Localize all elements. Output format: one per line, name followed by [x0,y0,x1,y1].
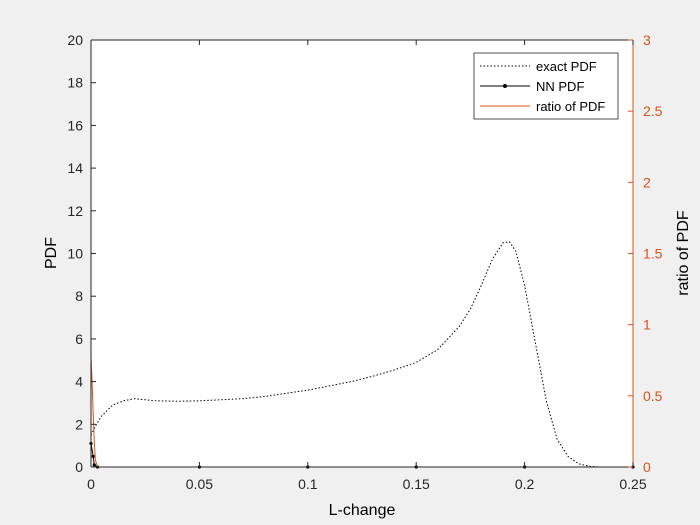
series-line-exact-pdf [90,241,633,468]
y-tick-label-right: 3 [643,32,651,48]
y-axis-label-left: PDF [43,237,60,269]
legend-label-exact: exact PDF [536,59,597,74]
y-tick-label-left: 10 [67,246,83,262]
x-tick-label: 0.2 [515,476,535,492]
series-point-nn-pdf [91,454,95,458]
y-tick-label-left: 20 [67,32,83,48]
x-axis-label: L-change [329,502,396,519]
y-tick-label-right: 2.5 [643,103,663,119]
x-tick-label: 0.05 [186,476,213,492]
series-point-nn-pdf [92,463,96,467]
y-tick-label-left: 16 [67,117,83,133]
x-ticks: 0 0.05 0.1 0.15 0.2 0.25 [87,40,647,492]
y-axis-label-right: ratio of PDF [675,210,692,296]
y-tick-label-right: 0 [643,459,651,475]
y-tick-label-left: 6 [75,331,83,347]
legend-marker-nn [503,84,507,88]
y-tick-label-left: 4 [75,374,83,390]
y-tick-label-right: 1 [643,317,651,333]
y-ticks-right: 0 0.5 1 1.5 2 2.5 3 [628,32,663,475]
x-tick-label: 0.25 [619,476,646,492]
y-tick-label-left: 18 [67,75,83,91]
y-tick-label-left: 8 [75,288,83,304]
y-tick-label-right: 1.5 [643,246,663,262]
y-tick-label-left: 2 [75,416,83,432]
legend: exact PDF NN PDF ratio of PDF [473,52,619,120]
x-tick-label: 0.1 [298,476,318,492]
y-tick-label-left: 0 [75,459,83,475]
x-tick-label: 0.15 [403,476,430,492]
legend-label-nn: NN PDF [536,79,584,94]
y-ticks-left: 0 2 4 6 8 10 12 14 16 18 20 [67,32,96,475]
y-tick-label-right: 2 [643,174,651,190]
y-tick-label-left: 14 [67,160,83,176]
y-tick-label-left: 12 [67,203,83,219]
x-tick-label: 0 [87,476,95,492]
legend-label-ratio: ratio of PDF [536,99,605,114]
y-tick-label-right: 0.5 [643,388,663,404]
